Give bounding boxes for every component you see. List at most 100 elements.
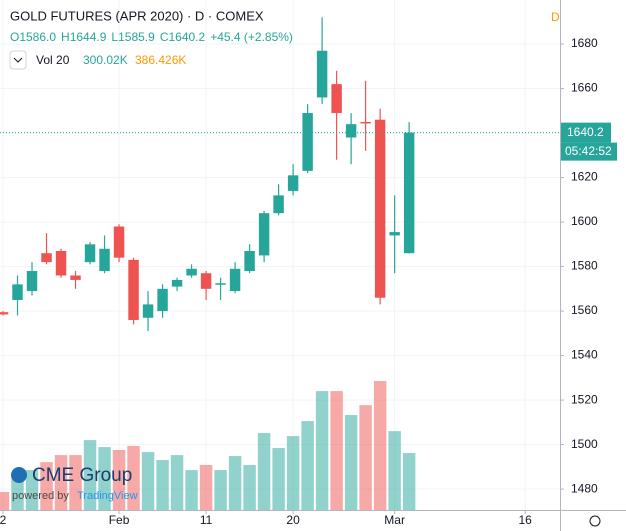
volume-bar bbox=[214, 470, 227, 510]
candle-body bbox=[273, 195, 284, 214]
volume-bar bbox=[373, 381, 387, 510]
candle-body bbox=[41, 253, 52, 263]
volume-bar bbox=[315, 391, 329, 510]
candle-body bbox=[171, 279, 183, 287]
collapse-button[interactable] bbox=[9, 50, 27, 70]
ohlc-value: O1586.0 bbox=[10, 30, 56, 44]
volume-bar bbox=[228, 456, 242, 510]
y-tick-label: 1580 bbox=[571, 259, 598, 273]
volume-bar bbox=[127, 445, 140, 510]
volume-bar bbox=[344, 415, 358, 510]
ohlc-value: L1585.9 bbox=[111, 30, 155, 44]
candle-body bbox=[157, 288, 168, 312]
candle-body bbox=[200, 273, 212, 289]
chart-title: GOLD FUTURES (APR 2020) · D · COMEX bbox=[10, 8, 264, 23]
settings-icon[interactable] bbox=[589, 515, 601, 527]
y-tick-label: 1680 bbox=[571, 36, 598, 50]
logo-globe bbox=[11, 467, 27, 483]
candle-body bbox=[113, 226, 125, 258]
volume-bar bbox=[0, 491, 10, 510]
x-tick-label: Mar bbox=[384, 513, 405, 527]
volume-bar bbox=[112, 449, 126, 510]
volume-bar bbox=[98, 447, 111, 510]
x-tick-label: 2 bbox=[0, 513, 7, 527]
volume-bar bbox=[243, 464, 256, 510]
x-tick-label: 11 bbox=[200, 513, 213, 527]
y-tick-label: 1480 bbox=[571, 481, 598, 495]
volume-bar bbox=[54, 455, 68, 510]
volume-bar bbox=[286, 436, 300, 510]
y-tick-label: 1600 bbox=[571, 214, 598, 228]
x-tick-label: 16 bbox=[519, 513, 533, 527]
gear[interactable] bbox=[589, 515, 601, 527]
volume-bar bbox=[25, 470, 39, 510]
volume-bar bbox=[388, 431, 401, 510]
volume-bar bbox=[185, 470, 198, 510]
candle-body bbox=[99, 248, 110, 272]
candle-body bbox=[26, 271, 38, 292]
candle-body bbox=[258, 213, 270, 256]
price-pane bbox=[0, 17, 560, 332]
ohlc-value: +45.4 (+2.85%) bbox=[210, 30, 293, 44]
candle-body bbox=[12, 284, 23, 300]
volume-bar bbox=[330, 391, 343, 510]
volume-bar bbox=[141, 452, 155, 510]
volume-bar bbox=[40, 462, 53, 510]
countdown-box bbox=[561, 142, 617, 161]
volume-pane bbox=[0, 381, 416, 510]
countdown-label: 05:42:52 bbox=[565, 144, 612, 158]
ohlc-value: C1640.2 bbox=[160, 30, 206, 44]
candle-body bbox=[287, 175, 299, 191]
volume-bar bbox=[257, 433, 271, 510]
volume-ma: 386.426K bbox=[135, 53, 186, 67]
volume-bar bbox=[199, 464, 213, 510]
volume-bar bbox=[83, 440, 97, 510]
last-price-box bbox=[561, 122, 611, 143]
candle-body bbox=[331, 84, 342, 114]
chevron-icon bbox=[13, 57, 23, 63]
y-tick-label: 1540 bbox=[571, 348, 598, 362]
candle-body bbox=[374, 119, 386, 298]
volume-last: 300.02K bbox=[83, 53, 128, 67]
volume-bar bbox=[11, 478, 24, 510]
ohlc-legend: O1586.0 H1644.9 L1585.9 C1640.2 +45.4 (+2.85… bbox=[10, 30, 293, 44]
volume-bar bbox=[170, 455, 184, 510]
data-status: D bbox=[551, 10, 560, 24]
candle-body bbox=[0, 312, 9, 315]
volume-bar bbox=[272, 448, 285, 510]
y-tick-label: 1620 bbox=[571, 170, 598, 184]
volume-name: Vol 20 bbox=[36, 53, 70, 67]
candle-body bbox=[229, 268, 241, 292]
candle-body bbox=[128, 259, 139, 320]
candle-body bbox=[345, 124, 357, 138]
candle-body bbox=[316, 50, 328, 98]
candle-body bbox=[55, 250, 67, 276]
candle-body bbox=[244, 250, 255, 272]
logo: CME Group powered by TradingView bbox=[11, 465, 138, 502]
candle-body bbox=[302, 113, 313, 171]
ohlc-value: H1644.9 bbox=[61, 30, 107, 44]
candle-body bbox=[186, 268, 197, 276]
volume-bar bbox=[402, 453, 416, 510]
logo-text: CME Group bbox=[32, 465, 132, 486]
volume-bar bbox=[301, 421, 314, 510]
y-tick-label: 1500 bbox=[571, 437, 598, 451]
candle-body bbox=[403, 132, 415, 254]
x-tick-label: Feb bbox=[109, 513, 130, 527]
candle-body bbox=[389, 232, 400, 236]
volume-bar bbox=[359, 405, 372, 510]
y-tick-label: 1520 bbox=[571, 392, 598, 406]
volume-bar bbox=[156, 460, 169, 510]
candle-body bbox=[360, 121, 371, 124]
powered-by-brand: TradingView bbox=[77, 490, 138, 502]
y-tick-label: 1660 bbox=[571, 81, 598, 95]
candle-body bbox=[70, 275, 81, 280]
axes: 1480150015201540156015801600162016401660… bbox=[0, 36, 617, 527]
volume-bar bbox=[69, 455, 82, 510]
candle-body bbox=[215, 283, 226, 285]
candle-body bbox=[84, 244, 96, 263]
y-tick-label: 1560 bbox=[571, 303, 598, 317]
powered-by: powered by bbox=[12, 490, 69, 502]
